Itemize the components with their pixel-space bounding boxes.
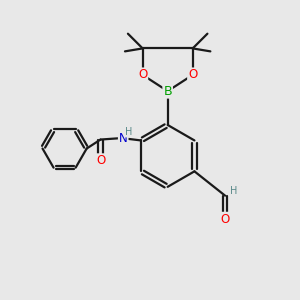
Text: O: O [220,213,230,226]
Text: N: N [119,132,128,145]
Text: H: H [230,186,237,196]
Text: B: B [164,85,172,98]
Text: H: H [125,127,133,136]
Text: O: O [96,154,105,167]
Text: O: O [188,68,197,81]
Text: O: O [138,68,147,81]
